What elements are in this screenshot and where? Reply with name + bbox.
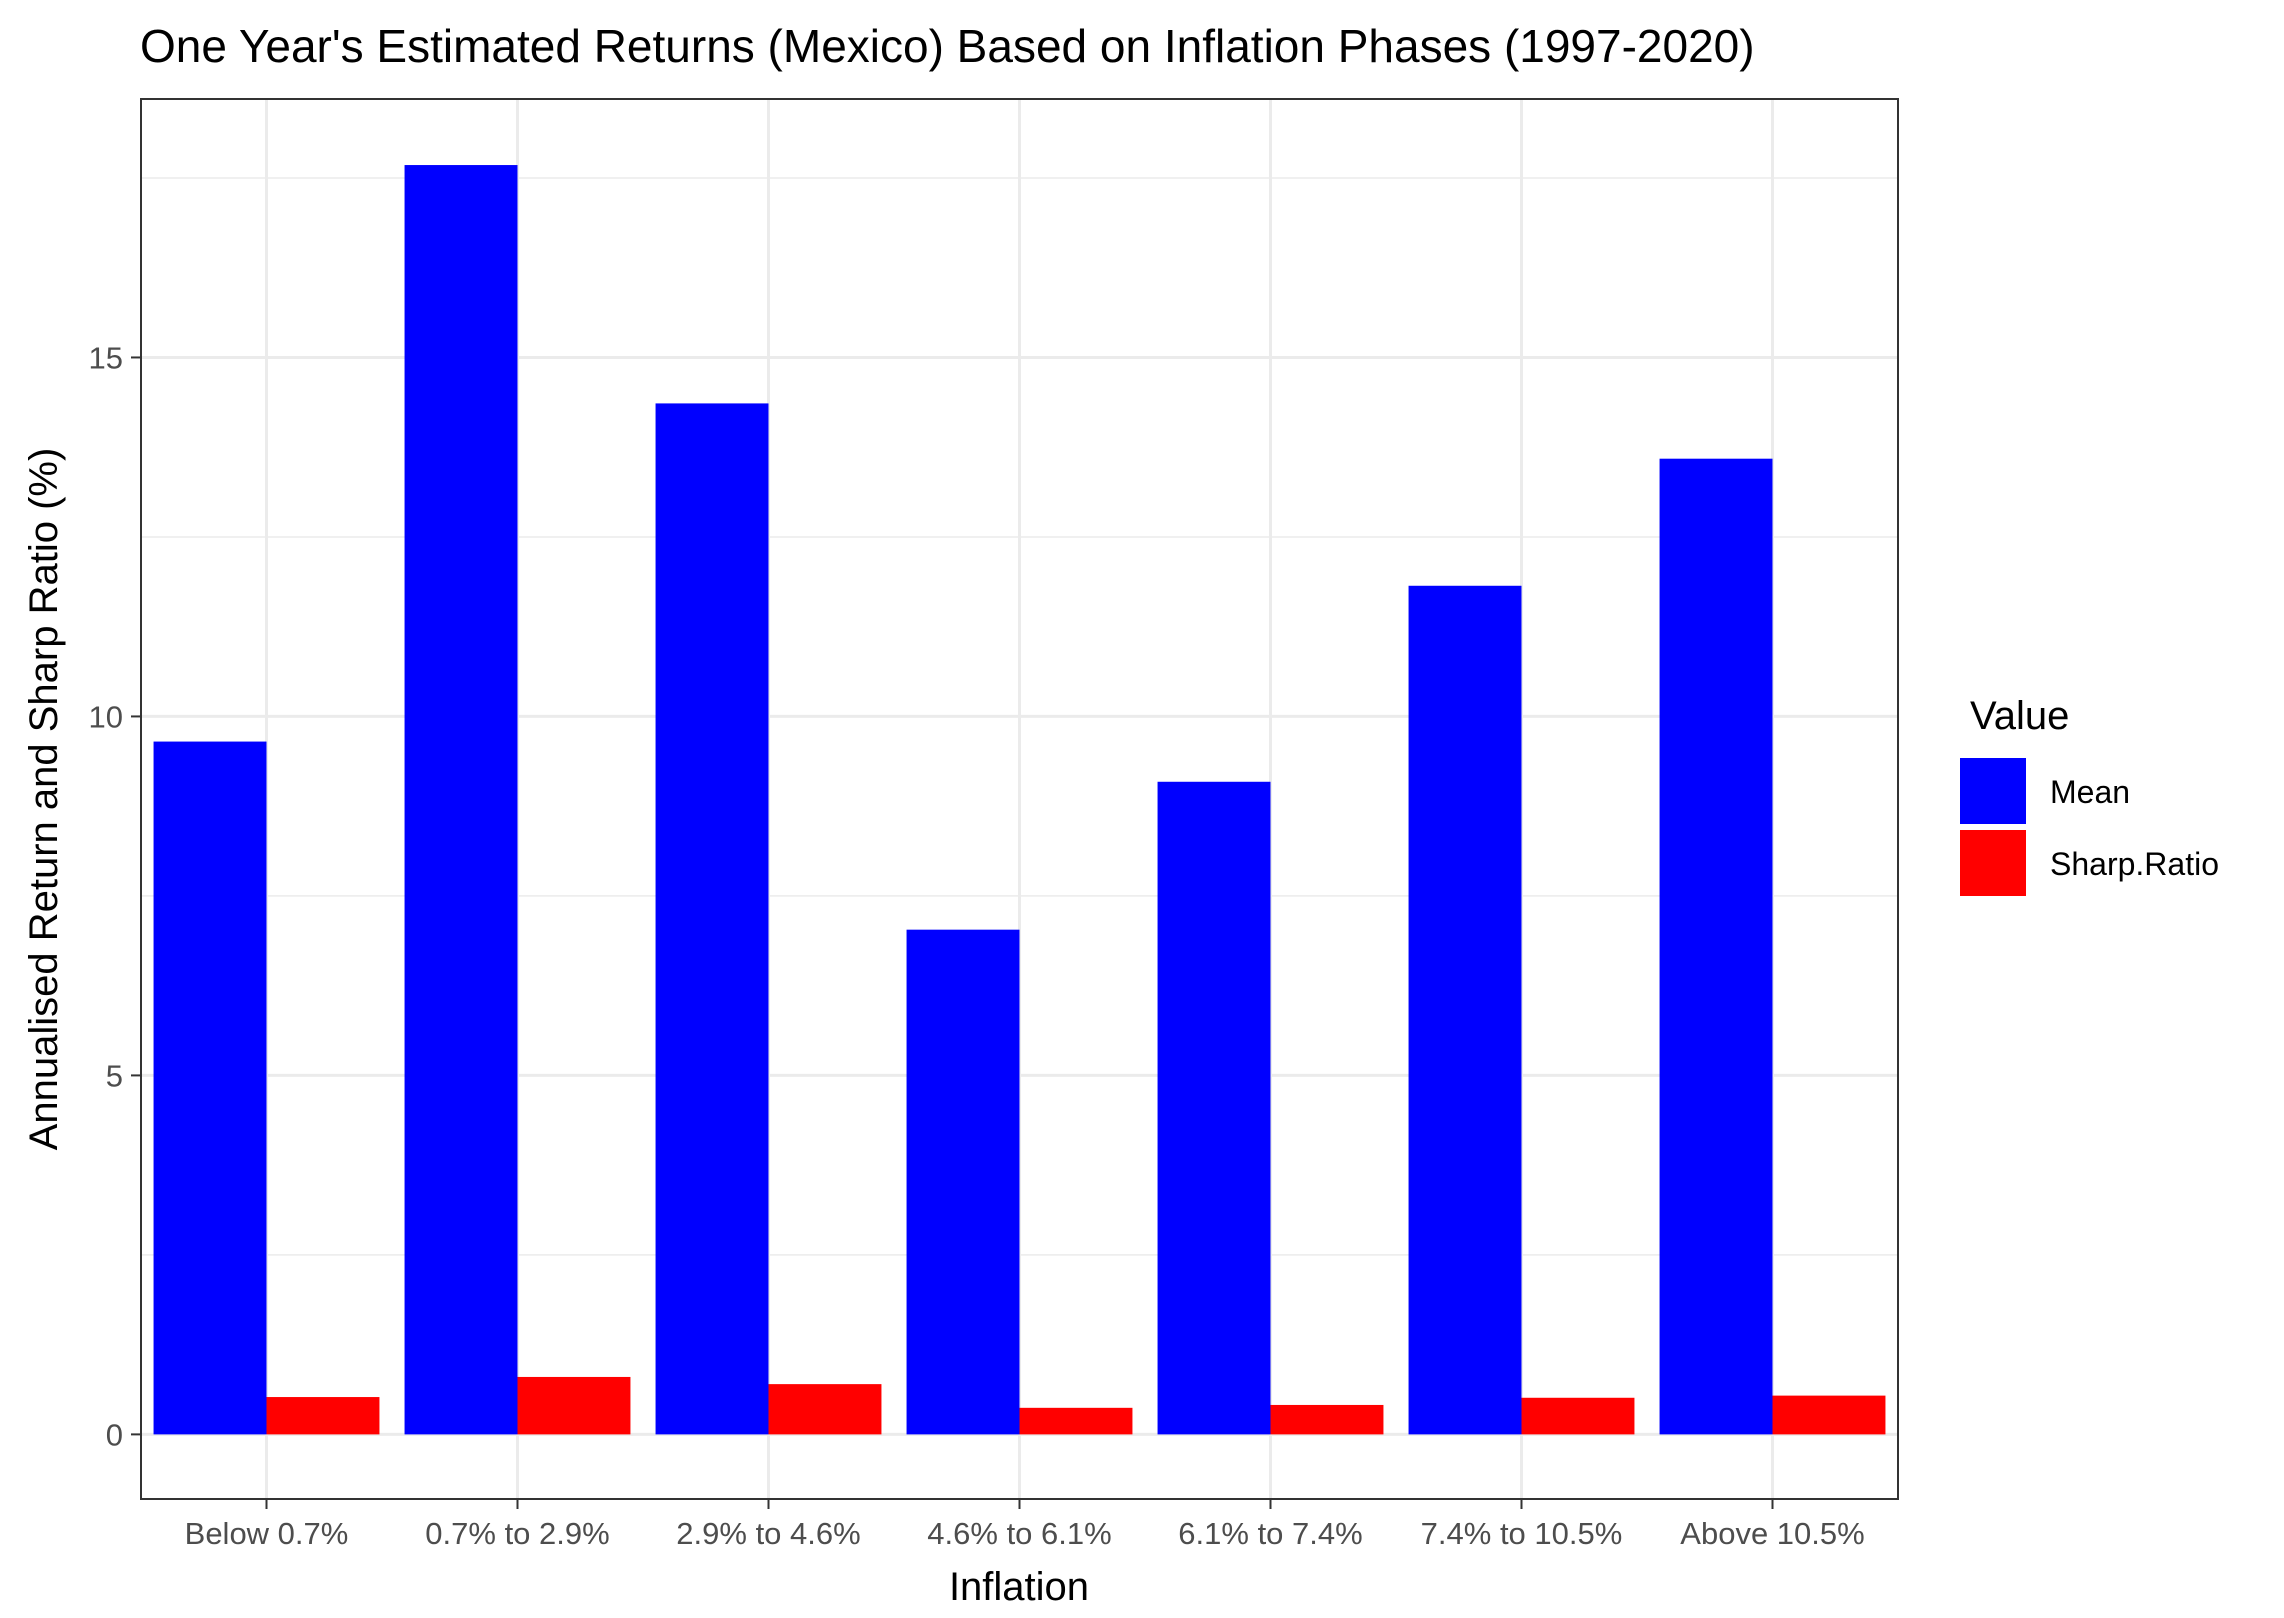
- bar-mean: [906, 929, 1020, 1435]
- x-axis: Below 0.7% 0.7% to 2.9% 2.9% to 4.6% 4.6% t…: [185, 1499, 1865, 1551]
- y-axis: 0 5 10 15: [89, 340, 141, 1452]
- bar-mean: [1659, 458, 1773, 1435]
- x-tick-label: 6.1% to 7.4%: [1178, 1516, 1362, 1551]
- legend-label: Sharp.Ratio: [2050, 846, 2219, 882]
- bar-sharp-ratio: [266, 1397, 380, 1435]
- y-tick-label: 5: [106, 1058, 123, 1093]
- bar-mean: [1157, 781, 1271, 1435]
- legend: Value Mean Sharp.Ratio: [1960, 694, 2219, 896]
- x-tick-label: 0.7% to 2.9%: [425, 1516, 609, 1551]
- chart-title: One Year's Estimated Returns (Mexico) Ba…: [140, 20, 1755, 72]
- y-tick-label: 0: [106, 1417, 123, 1452]
- bar-sharp-ratio: [1521, 1397, 1635, 1435]
- bar-mean: [655, 403, 769, 1435]
- bar-sharp-ratio: [517, 1376, 631, 1435]
- bar-sharp-ratio: [768, 1384, 882, 1435]
- x-axis-title: Inflation: [949, 1565, 1089, 1609]
- legend-key-mean: [1960, 758, 2026, 824]
- y-tick-label: 15: [89, 340, 123, 375]
- x-tick-label: 4.6% to 6.1%: [927, 1516, 1111, 1551]
- x-tick-label: 7.4% to 10.5%: [1421, 1516, 1623, 1551]
- legend-title: Value: [1970, 694, 2069, 738]
- bar-sharp-ratio: [1270, 1404, 1384, 1435]
- legend-label: Mean: [2050, 774, 2130, 810]
- y-axis-title: Annualised Return and Sharp Ratio (%): [22, 448, 66, 1151]
- bar-sharp-ratio: [1772, 1395, 1886, 1435]
- legend-key-sharp-ratio: [1960, 830, 2026, 896]
- bar-sharp-ratio: [1019, 1407, 1133, 1435]
- bar-mean: [1408, 585, 1522, 1435]
- bar-mean: [153, 741, 267, 1435]
- bar-mean: [404, 165, 518, 1435]
- x-tick-label: Below 0.7%: [185, 1516, 349, 1551]
- y-tick-label: 10: [89, 699, 123, 734]
- x-tick-label: 2.9% to 4.6%: [676, 1516, 860, 1551]
- bars: [153, 165, 1886, 1435]
- x-tick-label: Above 10.5%: [1680, 1516, 1864, 1551]
